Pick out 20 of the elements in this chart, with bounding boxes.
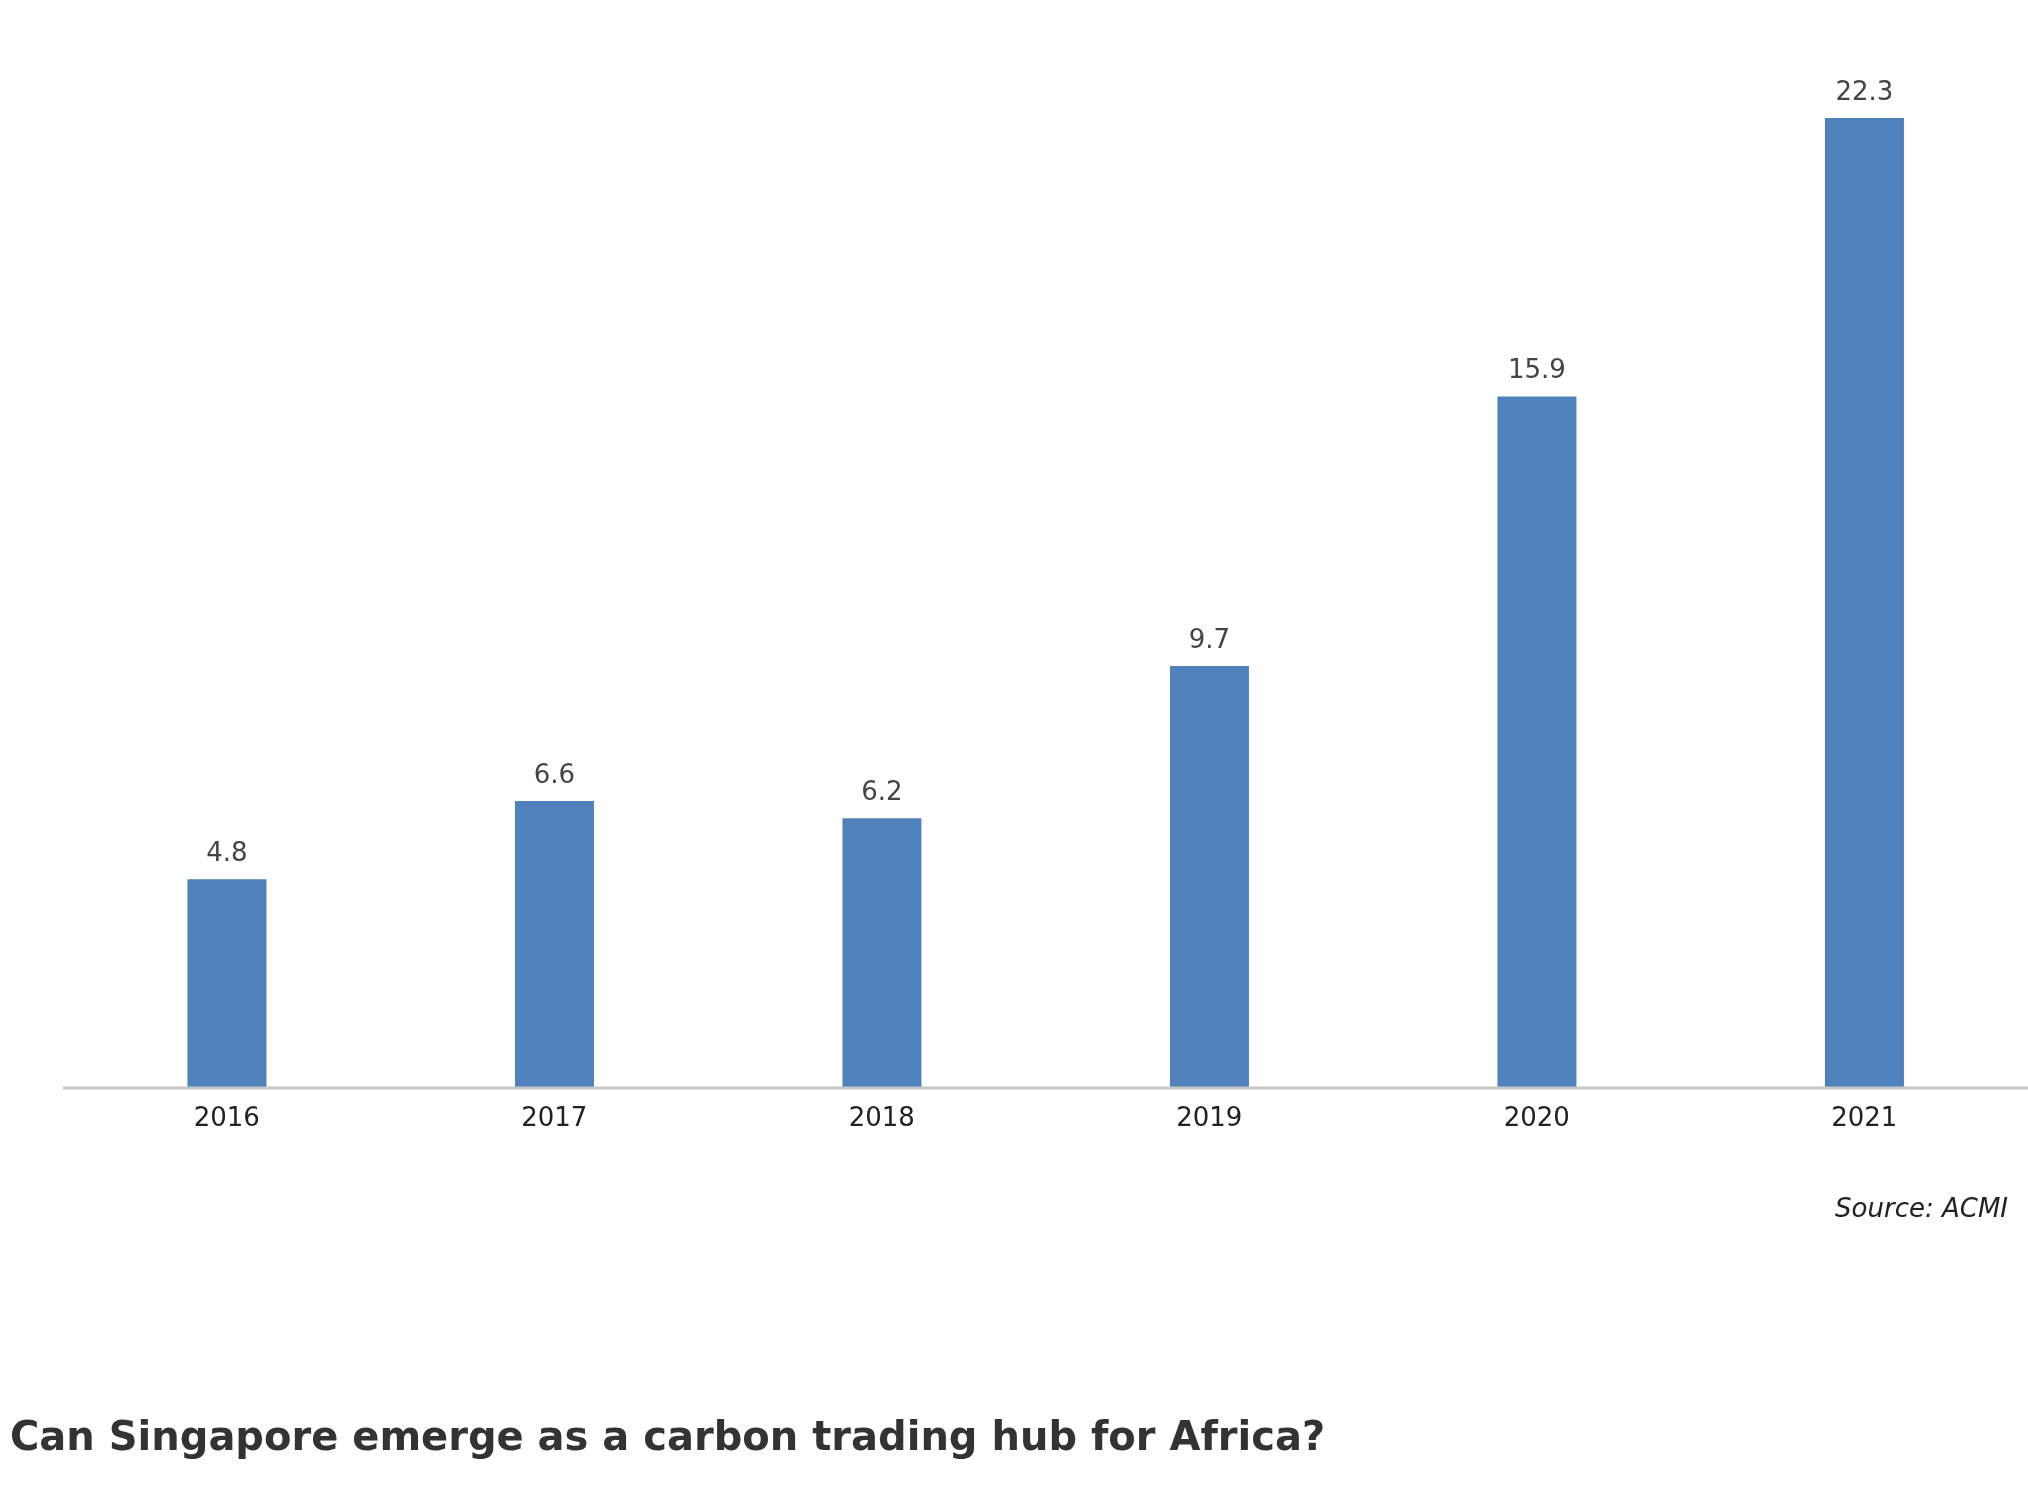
x-tick-label: 2017	[521, 1102, 588, 1133]
x-tick-label: 2016	[193, 1102, 260, 1133]
text: Can Singapore emerge as a carbon trading hub for Africa?	[10, 1413, 1326, 1459]
data-label: 4.8	[206, 837, 248, 868]
bar	[1497, 396, 1577, 1088]
bar	[1169, 666, 1249, 1088]
x-tick-label: 2020	[1503, 1102, 1570, 1133]
data-label: 9.7	[1188, 624, 1231, 655]
bar	[187, 879, 267, 1088]
x-tick-label: 2018	[848, 1102, 915, 1133]
bar	[514, 800, 594, 1088]
source-note: Source: ACMI	[1835, 1193, 2008, 1223]
data-label: 6.6	[533, 758, 576, 789]
bar	[1824, 118, 1904, 1088]
x-tick-label: 2021	[1831, 1102, 1898, 1133]
data-label: 15.9	[1508, 354, 1566, 385]
bar	[842, 818, 922, 1088]
data-label: 22.3	[1835, 76, 1894, 106]
x-tick-label: 2019	[1176, 1102, 1243, 1133]
data-label: 6.2	[861, 776, 903, 807]
